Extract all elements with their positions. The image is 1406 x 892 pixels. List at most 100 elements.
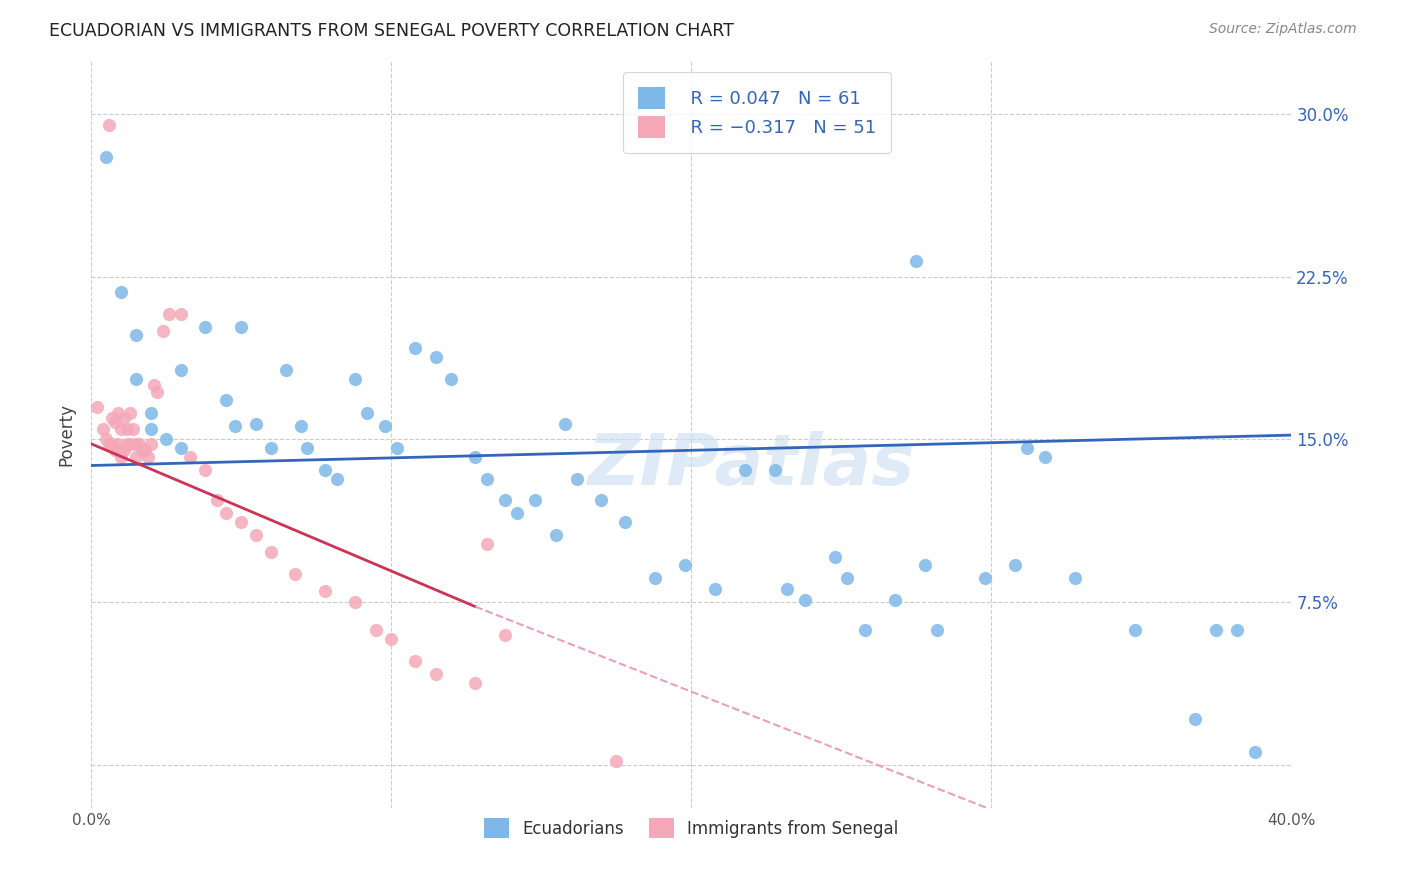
- Point: [112, 443, 135, 458]
- Point: [494, 628, 516, 642]
- Point: [141, 437, 163, 451]
- Point: [125, 328, 148, 343]
- Point: [927, 624, 949, 638]
- Point: [112, 410, 135, 425]
- Point: [231, 515, 253, 529]
- Point: [644, 571, 666, 585]
- Point: [86, 400, 108, 414]
- Point: [314, 584, 336, 599]
- Point: [884, 593, 907, 607]
- Point: [380, 632, 402, 647]
- Point: [440, 372, 463, 386]
- Point: [141, 406, 163, 420]
- Point: [224, 419, 246, 434]
- Point: [734, 463, 756, 477]
- Point: [546, 528, 568, 542]
- Point: [567, 471, 589, 485]
- Point: [366, 624, 388, 638]
- Point: [824, 549, 846, 564]
- Point: [125, 437, 148, 451]
- Point: [477, 471, 499, 485]
- Y-axis label: Poverty: Poverty: [58, 402, 75, 466]
- Point: [125, 372, 148, 386]
- Point: [143, 378, 166, 392]
- Point: [107, 406, 129, 420]
- Point: [794, 593, 817, 607]
- Point: [260, 545, 283, 559]
- Text: Source: ZipAtlas.com: Source: ZipAtlas.com: [1209, 22, 1357, 37]
- Point: [245, 528, 267, 542]
- Point: [591, 493, 613, 508]
- Point: [179, 450, 201, 464]
- Point: [155, 433, 177, 447]
- Point: [260, 441, 283, 455]
- Point: [554, 417, 576, 432]
- Point: [1017, 441, 1039, 455]
- Point: [110, 450, 132, 464]
- Point: [464, 450, 486, 464]
- Point: [776, 582, 799, 597]
- Point: [425, 666, 447, 681]
- Point: [295, 441, 318, 455]
- Point: [974, 571, 997, 585]
- Point: [1004, 558, 1026, 573]
- Point: [326, 471, 349, 485]
- Point: [128, 437, 150, 451]
- Point: [1033, 450, 1056, 464]
- Point: [104, 415, 127, 429]
- Point: [131, 443, 153, 458]
- Point: [170, 441, 193, 455]
- Point: [115, 437, 138, 451]
- Point: [170, 363, 193, 377]
- Point: [1244, 745, 1267, 759]
- Point: [136, 450, 159, 464]
- Point: [314, 463, 336, 477]
- Point: [125, 450, 148, 464]
- Point: [96, 150, 118, 164]
- Point: [506, 506, 529, 520]
- Point: [96, 433, 118, 447]
- Point: [98, 118, 121, 132]
- Point: [115, 421, 138, 435]
- Point: [152, 324, 174, 338]
- Point: [1184, 713, 1206, 727]
- Point: [763, 463, 786, 477]
- Point: [404, 654, 426, 668]
- Point: [120, 437, 142, 451]
- Point: [91, 421, 114, 435]
- Point: [245, 417, 267, 432]
- Point: [157, 307, 180, 321]
- Point: [1123, 624, 1146, 638]
- Point: [194, 463, 217, 477]
- Point: [110, 285, 132, 299]
- Point: [101, 437, 124, 451]
- Point: [101, 410, 124, 425]
- Point: [914, 558, 936, 573]
- Point: [215, 506, 238, 520]
- Point: [141, 421, 163, 435]
- Point: [344, 595, 367, 609]
- Point: [134, 443, 156, 458]
- Point: [356, 406, 378, 420]
- Point: [110, 443, 132, 458]
- Point: [98, 437, 121, 451]
- Point: [494, 493, 516, 508]
- Point: [215, 393, 238, 408]
- Point: [404, 341, 426, 355]
- Point: [290, 419, 312, 434]
- Point: [1064, 571, 1087, 585]
- Point: [1205, 624, 1227, 638]
- Point: [605, 754, 627, 768]
- Point: [104, 443, 127, 458]
- Text: ZIPatlas: ZIPatlas: [588, 431, 915, 500]
- Point: [284, 567, 307, 582]
- Point: [477, 536, 499, 550]
- Point: [464, 675, 486, 690]
- Point: [205, 493, 228, 508]
- Point: [194, 319, 217, 334]
- Point: [276, 363, 298, 377]
- Point: [837, 571, 859, 585]
- Point: [146, 384, 169, 399]
- Point: [673, 558, 696, 573]
- Point: [905, 254, 928, 268]
